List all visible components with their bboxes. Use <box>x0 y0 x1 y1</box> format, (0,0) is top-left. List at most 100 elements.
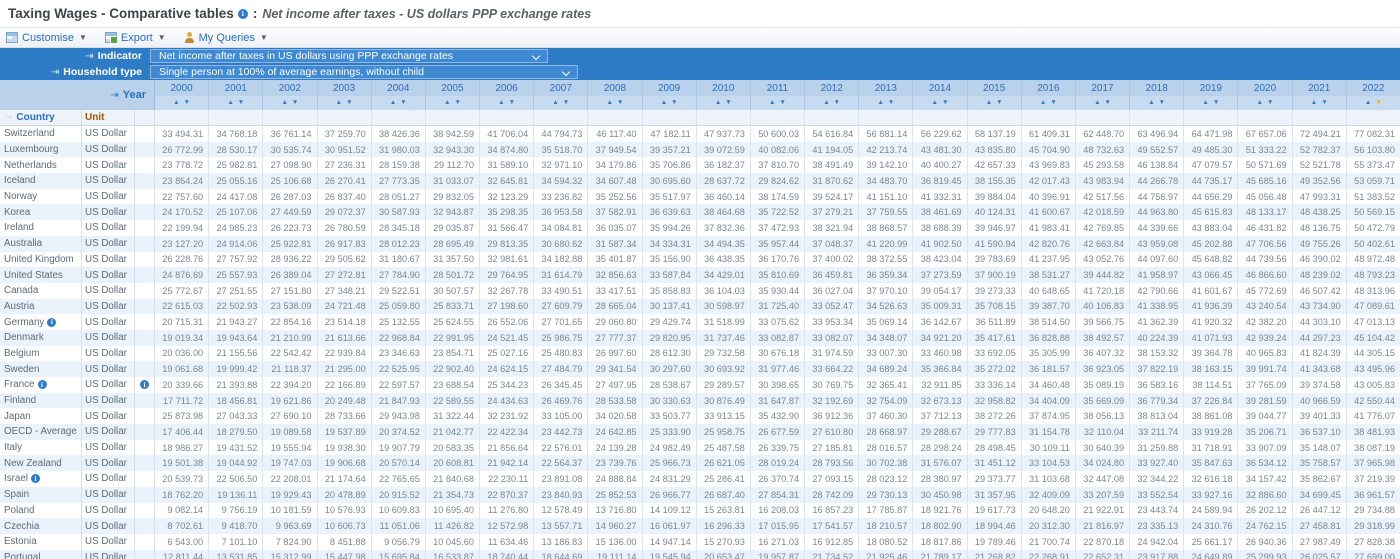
sort-desc-icon[interactable]: ▼ <box>671 98 678 106</box>
value-cell: 32 192.69 <box>805 392 860 409</box>
value-cell: 27 701.65 <box>534 314 589 330</box>
sort-asc-icon[interactable]: ▲ <box>714 98 722 106</box>
sort-asc-icon[interactable]: ▲ <box>1310 98 1318 106</box>
indicator-dropdown[interactable]: Net income after taxes in US dollars usi… <box>150 49 548 63</box>
export-button[interactable]: Export ▼ <box>104 32 166 44</box>
sort-desc-icon[interactable]: ▼ <box>562 98 570 106</box>
country-column-header[interactable]: ⇥ Country <box>0 110 82 125</box>
sort-asc-icon[interactable]: ▲ <box>1256 98 1264 106</box>
sort-desc-icon[interactable]: ▼ <box>1321 98 1328 106</box>
value-cell: 33 211.74 <box>1130 424 1185 440</box>
sort-asc-icon[interactable]: ▲ <box>1202 98 1209 106</box>
sort-asc-icon[interactable]: ▲ <box>1094 98 1101 106</box>
value-cell: 32 856.63 <box>588 267 643 283</box>
sort-desc-icon[interactable]: ▼ <box>1050 98 1057 106</box>
country-cell: Iceland <box>0 173 82 189</box>
sort-asc-icon[interactable]: ▲ <box>389 98 397 106</box>
sort-desc-icon[interactable]: ▼ <box>1104 98 1111 106</box>
value-cell: 22 939.84 <box>318 345 372 362</box>
sort-desc-icon[interactable]: ▼ <box>779 98 786 106</box>
sort-asc-icon[interactable]: ▲ <box>335 98 343 106</box>
sort-asc-icon[interactable]: ▲ <box>444 98 451 106</box>
value-cell: 51 383.52 <box>1354 191 1395 202</box>
sort-desc-icon[interactable]: ▼ <box>183 98 191 106</box>
sort-asc-icon[interactable]: ▲ <box>985 98 993 106</box>
value-cell: 21 155.56 <box>209 345 264 362</box>
value-cell: 28 793.56 <box>805 455 860 472</box>
value-cell: 9 056.79 <box>372 533 426 550</box>
value-cell: 24 876.69 <box>155 267 210 283</box>
value-cell: 19 545.94 <box>643 549 697 559</box>
country-cell: Portugal <box>0 549 82 559</box>
my-queries-button[interactable]: My Queries ▼ <box>184 32 268 44</box>
value-cell: 46 507.42 <box>1293 282 1347 299</box>
sort-desc-icon[interactable]: ▼ <box>887 98 895 106</box>
sort-desc-icon[interactable]: ▼ <box>291 98 299 106</box>
value-cell: 38 868.57 <box>859 220 914 236</box>
sort-asc-icon[interactable]: ▲ <box>173 98 180 106</box>
sort-asc-icon[interactable]: ▲ <box>1364 98 1372 106</box>
info-icon[interactable]: i <box>47 317 57 327</box>
value-cell: 28 498.45 <box>968 439 1022 456</box>
sort-desc-icon[interactable]: ▼ <box>833 98 841 106</box>
sort-asc-icon[interactable]: ▲ <box>877 98 884 106</box>
sort-desc-icon[interactable]: ▼ <box>508 98 516 106</box>
year-column: 2007 ▲ ▼ <box>534 80 589 110</box>
country-cell: Germany i <box>0 314 82 330</box>
sort-desc-icon[interactable]: ▼ <box>941 98 949 106</box>
value-cell: 33 913.15 <box>697 408 751 425</box>
value-cell: 40 082.06 <box>751 141 806 158</box>
value-cell: 41 194.05 <box>805 141 860 158</box>
sort-desc-icon[interactable]: ▼ <box>996 98 1003 106</box>
sort-desc-icon[interactable]: ▼ <box>1375 98 1382 106</box>
sort-asc-icon[interactable]: ▲ <box>1039 98 1047 106</box>
household-dropdown[interactable]: Single person at 100% of average earning… <box>150 65 578 79</box>
value-cell: 6 543.00 <box>155 533 210 550</box>
value-cell: 29 522.51 <box>372 282 426 299</box>
sort-desc-icon[interactable]: ▼ <box>725 98 732 106</box>
value-cell: 31 980.03 <box>372 141 426 158</box>
sort-asc-icon[interactable]: ▲ <box>660 98 668 106</box>
unit-cell: US Dollar <box>82 345 135 362</box>
value-cell: 21 856.64 <box>480 439 535 456</box>
title-info-icon[interactable]: i <box>237 8 248 19</box>
sort-asc-icon[interactable]: ▲ <box>769 98 776 106</box>
sort-asc-icon[interactable]: ▲ <box>606 98 613 106</box>
value-cell: 37 273.59 <box>913 267 968 283</box>
sort-asc-icon[interactable]: ▲ <box>552 98 559 106</box>
sort-desc-icon[interactable]: ▼ <box>400 98 407 106</box>
sort-desc-icon[interactable]: ▼ <box>346 98 353 106</box>
sort-desc-icon[interactable]: ▼ <box>237 98 245 106</box>
sort-desc-icon[interactable]: ▼ <box>616 98 624 106</box>
value-cell: 35 758.57 <box>1293 455 1347 472</box>
value-cell: 36 953.58 <box>534 204 589 221</box>
country-name: OECD - Average <box>4 426 77 438</box>
sort-controls: ▲ ▼ <box>642 96 696 110</box>
sort-asc-icon[interactable]: ▲ <box>823 98 830 106</box>
customise-button[interactable]: Customise ▼ <box>6 32 87 44</box>
value-cell: 12 572.98 <box>480 518 535 534</box>
sort-desc-icon[interactable]: ▼ <box>1267 98 1274 106</box>
sort-asc-icon[interactable]: ▲ <box>227 98 234 106</box>
value-cell: 41 220.99 <box>859 235 914 252</box>
value-cell: 38 056.13 <box>1076 408 1131 425</box>
table-row: Israel i US Dollar 20 539.73 22 506.50 22 208… <box>0 471 1400 487</box>
info-icon[interactable]: i <box>37 380 47 390</box>
row-note-cell <box>135 329 155 346</box>
value-cell: 35 417.61 <box>968 329 1022 346</box>
value-cell: 39 357.21 <box>643 141 697 158</box>
sort-asc-icon[interactable]: ▲ <box>498 98 505 106</box>
unit-cell: US Dollar <box>82 298 135 315</box>
value-cell: 31 974.59 <box>805 345 860 362</box>
value-cell: 48 133.17 <box>1238 204 1293 221</box>
info-icon[interactable]: i <box>30 474 40 484</box>
sort-controls: ▲ ▼ <box>425 96 480 110</box>
sort-desc-icon[interactable]: ▼ <box>1212 98 1220 106</box>
sort-desc-icon[interactable]: ▼ <box>1158 98 1166 106</box>
sort-desc-icon[interactable]: ▼ <box>454 98 461 106</box>
sort-asc-icon[interactable]: ▲ <box>1148 98 1155 106</box>
sort-asc-icon[interactable]: ▲ <box>931 98 938 106</box>
value-cell: 24 139.28 <box>588 439 643 456</box>
info-icon[interactable]: i <box>140 380 149 390</box>
sort-asc-icon[interactable]: ▲ <box>281 98 288 106</box>
